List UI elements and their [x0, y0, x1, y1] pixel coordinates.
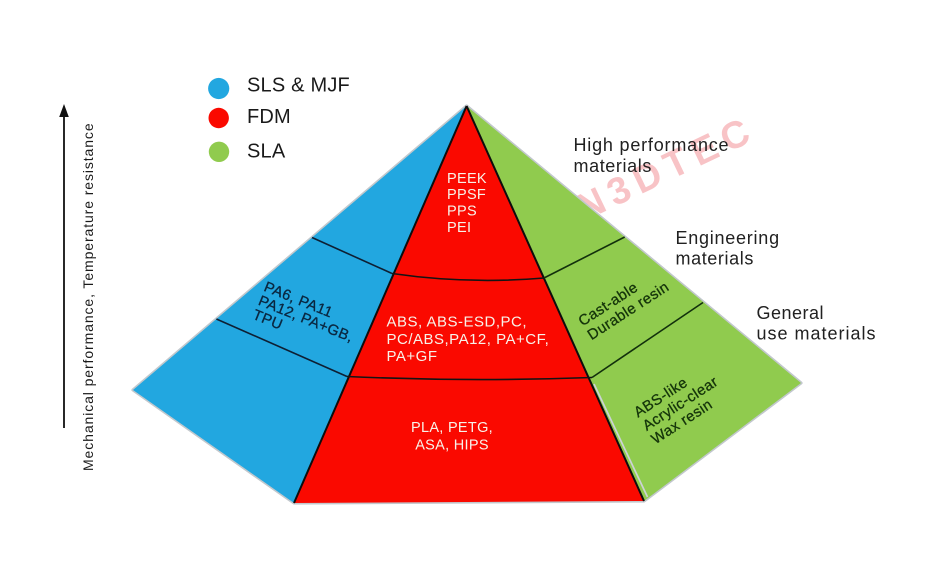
svg-text:SLS & MJF: SLS & MJF — [247, 74, 350, 96]
svg-text:PEEK: PEEK — [447, 171, 487, 187]
svg-text:SLA: SLA — [247, 140, 286, 162]
svg-text:High performance: High performance — [574, 135, 730, 155]
svg-text:PEI: PEI — [447, 220, 471, 236]
svg-text:PPS: PPS — [447, 204, 477, 220]
svg-text:ASA, HIPS: ASA, HIPS — [415, 438, 489, 454]
svg-text:PC/ABS,PA12, PA+CF,: PC/ABS,PA12, PA+CF, — [387, 331, 550, 348]
svg-text:materials: materials — [676, 249, 754, 269]
svg-text:PA+GF: PA+GF — [387, 348, 438, 365]
svg-text:use materials: use materials — [757, 323, 877, 343]
svg-text:Engineering: Engineering — [676, 228, 780, 248]
svg-text:Mechanical performance, Temper: Mechanical performance, Temperature resi… — [80, 122, 96, 471]
svg-text:ABS, ABS-ESD,PC,: ABS, ABS-ESD,PC, — [387, 313, 528, 330]
svg-text:General: General — [757, 303, 825, 323]
svg-text:materials: materials — [574, 156, 652, 176]
svg-text:FDM: FDM — [247, 106, 291, 128]
svg-text:PLA, PETG,: PLA, PETG, — [411, 420, 493, 436]
svg-text:PPSF: PPSF — [447, 187, 486, 203]
